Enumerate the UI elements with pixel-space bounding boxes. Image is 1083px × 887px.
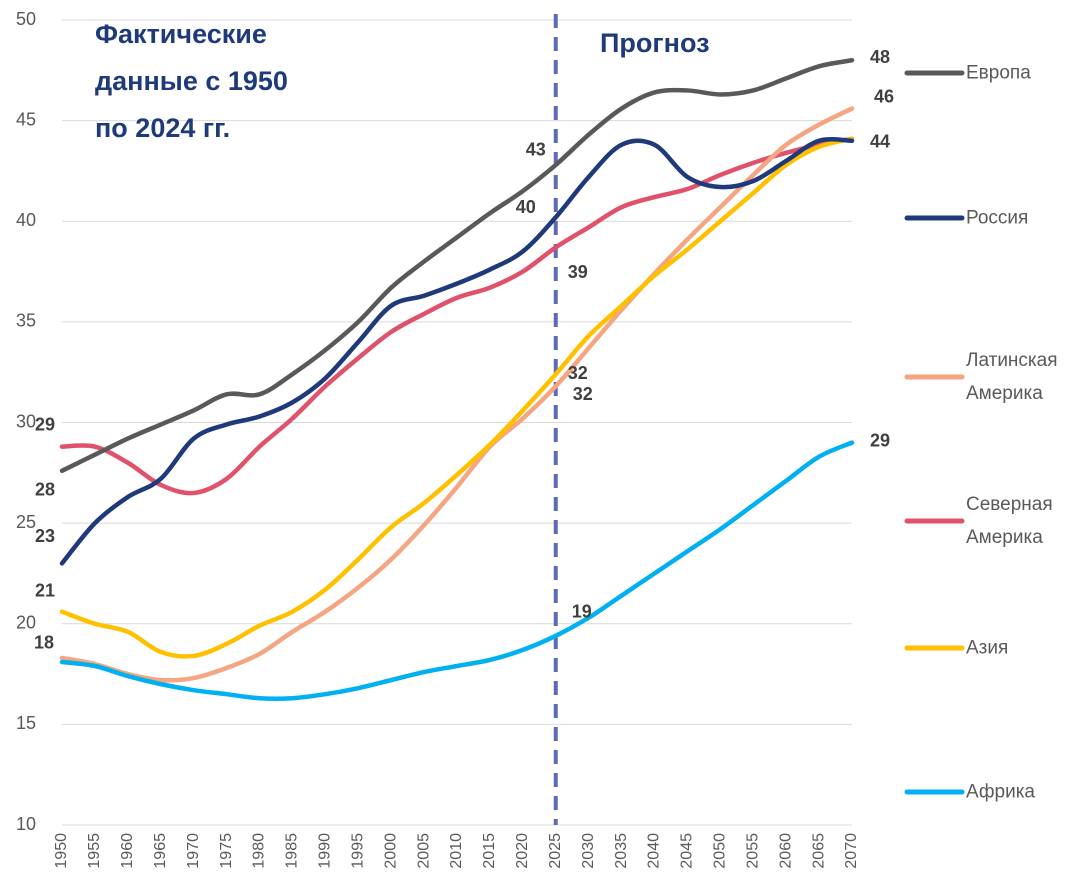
series-line	[59, 137, 855, 566]
x-tick-label: 1990	[317, 833, 334, 869]
annotation: по 2024 гг.	[95, 113, 230, 143]
data-label: 32	[568, 363, 588, 383]
x-tick-label: 2050	[712, 833, 729, 869]
x-tick-label: 2035	[613, 833, 630, 869]
legend-label: Латинская Америка	[966, 350, 1058, 404]
data-label: 19	[572, 602, 592, 622]
x-tick-label: 2025	[547, 833, 564, 869]
series-line	[59, 440, 855, 701]
data-label: 23	[35, 526, 55, 546]
x-tick-label: 1955	[86, 833, 103, 869]
series-line	[59, 136, 855, 659]
x-tick-label: 2010	[448, 833, 465, 869]
x-tick-label: 1970	[185, 833, 202, 869]
x-tick-label: 1960	[119, 833, 136, 869]
legend-label: Азия	[966, 637, 1009, 659]
data-label: 29	[35, 414, 55, 434]
x-tick-label: 2055	[744, 833, 761, 869]
x-tick-label: 2005	[415, 833, 432, 869]
y-tick-label: 15	[16, 713, 36, 733]
y-tick-label: 25	[16, 512, 36, 532]
x-tick-label: 2065	[810, 833, 827, 869]
x-tick-label: 1995	[349, 833, 366, 869]
y-tick-label: 45	[16, 109, 36, 129]
series-line	[59, 136, 855, 496]
legend-label: Северная Америка	[966, 494, 1053, 548]
data-label: 44	[870, 132, 890, 152]
data-label: 43	[526, 140, 546, 160]
x-tick-label: 2020	[514, 833, 531, 869]
x-tick-label: 2015	[481, 833, 498, 869]
x-tick-label: 1980	[251, 833, 268, 869]
x-tick-label: 2070	[843, 833, 860, 869]
x-tick-label: 2060	[777, 833, 794, 869]
data-label: 40	[516, 197, 536, 217]
series-line	[59, 58, 855, 474]
annotation: Фактические	[95, 19, 267, 49]
data-label: 29	[870, 430, 890, 450]
data-label: 21	[35, 580, 55, 600]
y-tick-label: 35	[16, 311, 36, 331]
x-tick-label: 2000	[382, 833, 399, 869]
annotation: данные с 1950	[95, 66, 288, 96]
data-label: 48	[870, 47, 890, 67]
data-label: 28	[35, 480, 55, 500]
data-label: 46	[874, 86, 894, 106]
x-tick-label: 1985	[284, 833, 301, 869]
y-tick-label: 50	[16, 9, 36, 29]
data-label: 32	[573, 384, 593, 404]
x-tick-label: 2030	[580, 833, 597, 869]
y-tick-label: 30	[16, 411, 36, 431]
x-tick-label: 1965	[152, 833, 169, 869]
x-tick-label: 1950	[53, 833, 70, 869]
y-tick-label: 20	[16, 613, 36, 633]
data-label: 18	[34, 633, 54, 653]
x-tick-label: 1975	[218, 833, 235, 869]
data-label: 39	[568, 262, 588, 282]
x-tick-label: 2040	[646, 833, 663, 869]
legend-label: Африка	[966, 781, 1035, 803]
legend-label: Европа	[966, 62, 1031, 84]
y-tick-label: 40	[16, 210, 36, 230]
legend-label: Россия	[966, 207, 1029, 229]
x-tick-label: 2045	[679, 833, 696, 869]
annotation: Прогноз	[600, 28, 710, 58]
series-line	[59, 106, 855, 683]
y-tick-label: 10	[16, 814, 36, 834]
